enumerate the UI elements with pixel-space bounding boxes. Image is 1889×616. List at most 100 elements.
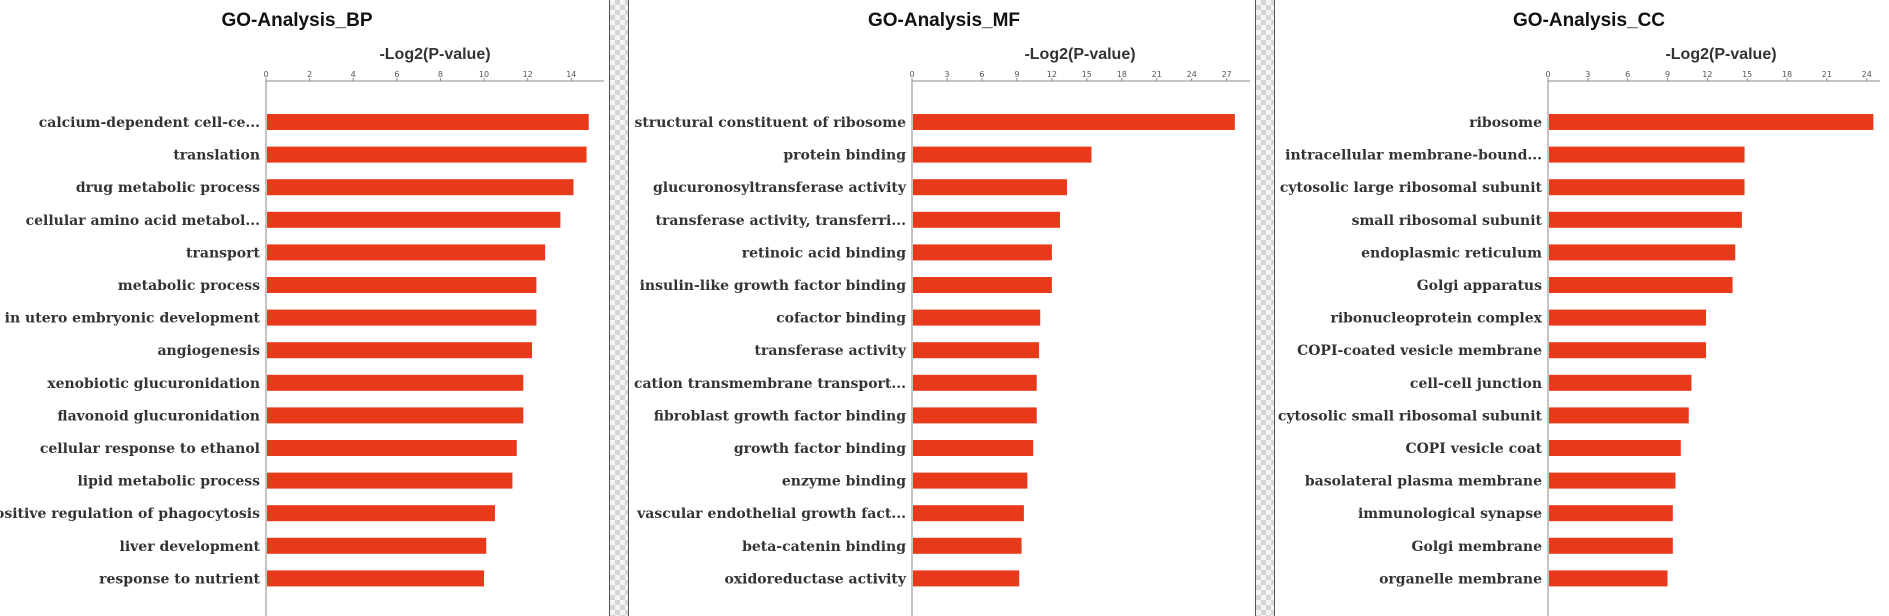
category-label: xenobiotic glucuronidation — [47, 376, 260, 392]
category-label: in utero embryonic development — [5, 311, 261, 327]
bar — [267, 277, 537, 293]
bar — [1549, 472, 1676, 489]
category-label: angiogenesis — [157, 343, 260, 359]
category-label: vascular endothelial growth fact... — [636, 506, 906, 522]
x-axis-label: -Log2(P-value) — [1024, 46, 1135, 63]
bar — [913, 211, 1061, 228]
bar — [267, 211, 561, 228]
category-label: immunological synapse — [1358, 506, 1542, 522]
category-label: transferase activity, transferri... — [656, 213, 906, 229]
x-tick-label: 3 — [944, 70, 949, 79]
panel-divider — [609, 0, 629, 616]
bar — [1549, 211, 1742, 228]
category-label: oxidoreductase activity — [724, 571, 906, 587]
category-label: transport — [186, 245, 260, 261]
category-label: cofactor binding — [776, 311, 906, 327]
bar — [267, 114, 589, 130]
bar — [913, 342, 1040, 359]
x-tick-label: 10 — [479, 70, 489, 79]
bar — [1549, 374, 1692, 391]
bar — [913, 179, 1068, 196]
category-label: fibroblast growth factor binding — [654, 408, 906, 424]
category-label: drug metabolic process — [76, 180, 260, 196]
bar — [913, 537, 1022, 554]
category-label: endoplasmic reticulum — [1361, 245, 1542, 261]
chart-title: GO-Analysis_CC — [1513, 10, 1665, 31]
x-tick-label: 21 — [1822, 70, 1832, 79]
bar — [913, 570, 1020, 587]
category-label: COPI-coated vesicle membrane — [1297, 343, 1542, 359]
category-label: metabolic process — [118, 278, 260, 294]
bar — [267, 146, 587, 163]
bp-chart-svg: GO-Analysis_BP -Log2(P-value) 0 2 4 6 8 10 12 14 c… — [0, 10, 604, 616]
bar — [913, 440, 1034, 456]
category-label: cytosolic large ribosomal subunit — [1280, 180, 1543, 196]
bar — [1549, 440, 1681, 456]
mf-chart-svg: GO-Analysis_MF-Log2(P-value) 0 3 6 9 12 15 18 21… — [634, 10, 1250, 616]
cc-chart-panel: GO-Analysis_CC -Log2(P-value) 0 3 6 9 12 15 18 21… — [1275, 0, 1889, 616]
category-label: ribosome — [1469, 115, 1542, 131]
bp-chart-panel: GO-Analysis_BP -Log2(P-value) 0 2 4 6 8 10 12 14 c… — [0, 0, 609, 616]
category-label: growth factor binding — [734, 441, 906, 457]
x-tick-label: 4 — [351, 70, 356, 79]
bar — [913, 472, 1028, 489]
bar — [1549, 309, 1707, 326]
bar — [913, 244, 1052, 261]
category-label: flavonoid glucuronidation — [57, 408, 260, 424]
category-label: structural constituent of ribosome — [635, 115, 907, 131]
bar — [267, 472, 513, 489]
category-label: cation transmembrane transport... — [634, 376, 906, 392]
x-tick-label: 14 — [566, 70, 576, 79]
bar — [267, 440, 517, 456]
x-tick-label: 12 — [1047, 70, 1057, 79]
category-label: transferase activity — [755, 343, 907, 359]
bar — [267, 342, 533, 359]
bar — [267, 505, 495, 522]
x-axis-label: -Log2(P-value) — [1665, 46, 1776, 63]
bar — [913, 277, 1052, 293]
category-label: response to nutrient — [99, 571, 260, 587]
bar — [267, 179, 574, 196]
category-label: lipid metabolic process — [77, 474, 260, 490]
bar — [1549, 114, 1874, 130]
x-tick-label: 8 — [438, 70, 443, 79]
chart-title: GO-Analysis_MF — [868, 10, 1020, 31]
x-tick-label: 6 — [394, 70, 399, 79]
x-tick-label: 18 — [1117, 70, 1127, 79]
bar — [1549, 146, 1745, 163]
bar — [1549, 277, 1733, 293]
category-label: Golgi apparatus — [1417, 278, 1542, 294]
x-tick-label: 15 — [1082, 70, 1092, 79]
cc-chart-svg: GO-Analysis_CC-Log2(P-value) 0 3 6 9 12 15 18 21… — [1278, 10, 1880, 616]
x-tick-label: 0 — [1545, 70, 1550, 79]
x-tick-label: 12 — [1702, 70, 1712, 79]
bar — [913, 146, 1092, 163]
x-tick-label: 24 — [1187, 70, 1197, 79]
category-label: intracellular membrane-bound... — [1285, 148, 1542, 164]
category-label: cellular response to ethanol — [40, 441, 260, 457]
bar — [913, 407, 1037, 424]
bar — [1549, 179, 1745, 196]
category-label: positive regulation of phagocytosis — [0, 506, 260, 522]
x-tick-label: 24 — [1862, 70, 1872, 79]
x-tick-label: 6 — [979, 70, 984, 79]
x-tick-label: 27 — [1222, 70, 1232, 79]
x-tick-label: 9 — [1665, 70, 1670, 79]
bar — [267, 374, 524, 391]
bar — [1549, 537, 1673, 554]
x-tick-label: 6 — [1625, 70, 1630, 79]
x-tick-label: 0 — [909, 70, 914, 79]
x-tick-label: 0 — [263, 70, 268, 79]
x-axis-label: -Log2(P-value) — [379, 46, 490, 63]
category-label: beta-catenin binding — [742, 539, 906, 555]
bar — [267, 309, 537, 326]
bar — [1549, 505, 1673, 522]
category-label: cellular amino acid metabol... — [26, 213, 260, 229]
x-tick-label: 15 — [1742, 70, 1752, 79]
x-tick-label: 9 — [1014, 70, 1019, 79]
bar — [913, 505, 1024, 522]
bar — [1549, 342, 1707, 359]
mf-chart-panel: GO-Analysis_MF -Log2(P-value) 0 3 6 9 12 15 18 21… — [629, 0, 1255, 616]
category-label: protein binding — [783, 148, 906, 164]
